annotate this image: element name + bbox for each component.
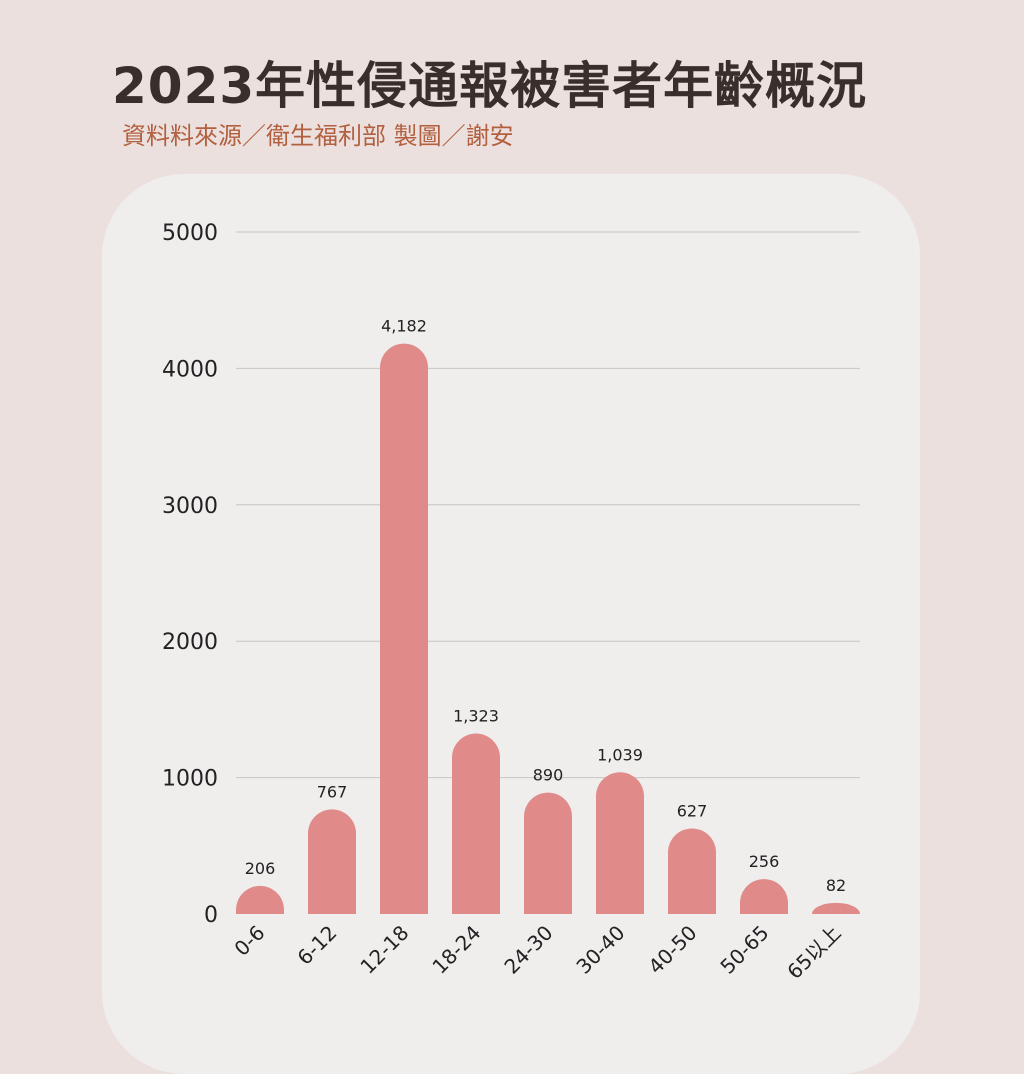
page-subtitle: 資料料來源／衛生福利部 製圖／謝安 xyxy=(122,122,514,150)
x-tick-label: 30-40 xyxy=(571,921,629,979)
bar-50-65 xyxy=(740,879,788,914)
x-tick-label: 0-6 xyxy=(229,921,269,961)
value-label: 4,182 xyxy=(381,317,427,336)
x-tick-label: 6-12 xyxy=(292,921,341,970)
x-tick-label: 50-65 xyxy=(715,921,773,979)
y-tick-label: 3000 xyxy=(162,494,218,519)
x-tick-label: 40-50 xyxy=(643,921,701,979)
bar-18-24 xyxy=(452,733,500,914)
bar-65以上 xyxy=(812,902,860,914)
bar-30-40 xyxy=(596,772,644,914)
value-label: 627 xyxy=(677,801,708,820)
value-label: 890 xyxy=(533,766,564,785)
y-tick-label: 2000 xyxy=(162,630,218,655)
y-tick-label: 1000 xyxy=(162,767,218,792)
bar-0-6 xyxy=(236,885,284,914)
chart-card xyxy=(102,174,920,1074)
x-tick-label: 24-30 xyxy=(499,921,557,979)
x-tick-label: 65以上 xyxy=(782,921,845,984)
page-title: 2023年性侵通報被害者年齡概況 xyxy=(112,57,868,115)
grid-lines xyxy=(236,231,860,779)
y-tick-label: 4000 xyxy=(162,357,218,382)
bar-24-30 xyxy=(524,792,572,914)
y-tick-label: 0 xyxy=(204,903,218,928)
value-label: 1,323 xyxy=(453,707,499,726)
bar-40-50 xyxy=(668,828,716,914)
y-tick-label: 5000 xyxy=(162,221,218,246)
value-label: 1,039 xyxy=(597,745,643,764)
bars xyxy=(236,343,860,914)
value-label: 206 xyxy=(245,859,276,878)
value-labels: 206 767 4,182 1,323 890 1,039 627 256 82 xyxy=(245,317,846,895)
value-label: 767 xyxy=(317,782,348,801)
bar-chart: 0 1000 2000 3000 4000 5000 206 767 4,182 1,323 89… xyxy=(162,221,860,984)
x-axis-labels: 0-6 6-12 12-18 18-24 24-30 30-40 40-50 50-65 65以… xyxy=(229,921,845,984)
value-label: 82 xyxy=(826,876,846,895)
bar-12-18 xyxy=(380,343,428,914)
x-tick-label: 18-24 xyxy=(427,921,485,979)
x-tick-label: 12-18 xyxy=(355,921,413,979)
bar-6-12 xyxy=(308,809,356,914)
y-axis-ticks: 0 1000 2000 3000 4000 5000 xyxy=(162,221,218,928)
value-label: 256 xyxy=(749,852,780,871)
